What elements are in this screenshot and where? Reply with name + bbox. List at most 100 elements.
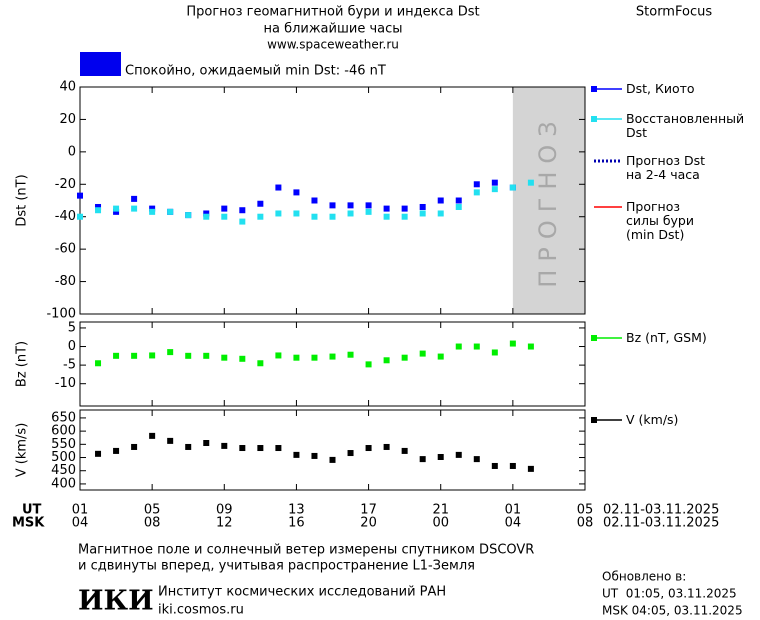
- url: www.spaceweather.ru: [267, 38, 399, 52]
- data-point: [77, 192, 83, 199]
- data-point: [455, 203, 462, 210]
- data-point: [419, 203, 426, 210]
- x-tick-label: 16: [288, 516, 305, 531]
- y-tick-label: 0: [68, 339, 76, 354]
- data-point: [239, 355, 246, 362]
- data-point: [293, 354, 300, 361]
- y-tick-label: 500: [51, 450, 76, 465]
- legend-marker: [591, 86, 597, 92]
- forecast-label: ПРОГНОЗ: [534, 113, 562, 287]
- x-tick-label: 00: [432, 516, 449, 531]
- data-point: [383, 357, 390, 364]
- data-point: [383, 443, 390, 450]
- data-point: [149, 205, 156, 212]
- data-point: [239, 207, 246, 214]
- data-point: [329, 456, 336, 463]
- institute-url: iki.cosmos.ru: [158, 603, 244, 618]
- y-tick-label: 5: [68, 320, 76, 335]
- data-point: [311, 213, 318, 220]
- x-tick-label: 13: [288, 503, 305, 518]
- y-tick-label: -80: [55, 274, 76, 289]
- x-tick-label: 01: [505, 503, 522, 518]
- data-point: [419, 456, 426, 463]
- y-tick-label: -40: [55, 209, 76, 224]
- data-point: [401, 354, 408, 361]
- logo: ИКИ: [78, 586, 154, 617]
- updated-label: Обновлено в:: [602, 570, 686, 584]
- data-point: [95, 203, 102, 210]
- date-range: 02.11-03.11.2025: [603, 503, 719, 518]
- forecast-region: [512, 87, 585, 314]
- data-point: [365, 361, 372, 368]
- data-point: [527, 343, 534, 350]
- data-point: [509, 184, 516, 191]
- x-tick-label: 17: [360, 503, 377, 518]
- data-point: [77, 213, 83, 220]
- institute: Институт космических исследований РАН: [158, 585, 446, 600]
- data-point: [257, 445, 264, 452]
- note: и сдвинуты вперед, учитывая распростране…: [78, 559, 475, 574]
- data-point: [473, 189, 480, 196]
- data-point: [347, 351, 354, 358]
- data-point: [149, 208, 156, 215]
- x-tick-label: 01: [72, 503, 89, 518]
- data-point: [311, 197, 318, 204]
- data-point: [257, 360, 264, 367]
- subtitle: на ближайшие часы: [263, 22, 402, 37]
- data-point: [311, 354, 318, 361]
- x-tick-label: 12: [216, 516, 233, 531]
- plot-frame: [79, 409, 586, 491]
- data-point: [473, 181, 480, 188]
- y-axis-label: V (km/s): [15, 423, 30, 478]
- data-point: [203, 440, 210, 447]
- y-tick-label: -20: [55, 177, 76, 192]
- data-point: [221, 213, 228, 220]
- data-point: [257, 200, 264, 207]
- x-tick-label: 05: [577, 503, 594, 518]
- data-point: [437, 210, 444, 217]
- data-point: [131, 443, 138, 450]
- legend-label: Bz (nT, GSM): [626, 330, 707, 345]
- data-point: [257, 213, 264, 220]
- data-point: [131, 352, 138, 359]
- data-point: [401, 205, 408, 212]
- plot-frame: [79, 86, 586, 315]
- x-tick-label: 08: [144, 516, 161, 531]
- data-point: [365, 445, 372, 452]
- data-point: [491, 462, 498, 469]
- data-point: [149, 352, 156, 359]
- y-tick-label: 650: [51, 410, 76, 425]
- legend-label: Прогноз силы бури (min Dst): [626, 199, 694, 242]
- data-point: [275, 184, 282, 191]
- data-point: [131, 205, 138, 212]
- data-point: [167, 437, 174, 444]
- data-point: [419, 210, 426, 217]
- x-tick-label: 04: [72, 516, 89, 531]
- y-tick-label: -10: [55, 376, 76, 391]
- status: Спокойно, ожидаемый min Dst: -46 nT: [125, 64, 386, 79]
- data-point: [365, 208, 372, 215]
- data-point: [509, 340, 516, 347]
- data-point: [383, 205, 390, 212]
- legend-label: Dst, Киото: [626, 81, 695, 96]
- data-point: [113, 447, 120, 454]
- data-point: [491, 349, 498, 356]
- title: Прогноз геомагнитной бури и индекса Dst: [186, 5, 479, 20]
- legend-label: Восстановленный Dst: [626, 111, 745, 140]
- data-point: [221, 442, 228, 449]
- data-point: [419, 350, 426, 357]
- data-point: [95, 450, 102, 457]
- data-point: [347, 210, 354, 217]
- y-tick-label: -100: [46, 307, 76, 322]
- data-point: [275, 352, 282, 359]
- legend-marker: [591, 116, 597, 122]
- data-point: [365, 202, 372, 209]
- data-point: [455, 197, 462, 204]
- data-point: [509, 462, 516, 469]
- y-tick-label: -60: [55, 242, 76, 257]
- data-point: [329, 353, 336, 360]
- note: Магнитное поле и солнечный ветер измерен…: [78, 543, 534, 558]
- data-point: [113, 352, 120, 359]
